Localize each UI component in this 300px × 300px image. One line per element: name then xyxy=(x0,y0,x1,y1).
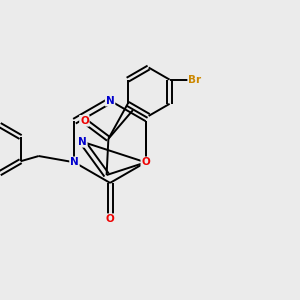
Text: O: O xyxy=(141,157,150,167)
Text: N: N xyxy=(78,137,87,147)
Text: N: N xyxy=(70,157,79,167)
Text: Br: Br xyxy=(188,75,201,85)
Text: N: N xyxy=(106,96,115,106)
Text: O: O xyxy=(106,214,115,224)
Text: O: O xyxy=(80,116,89,126)
